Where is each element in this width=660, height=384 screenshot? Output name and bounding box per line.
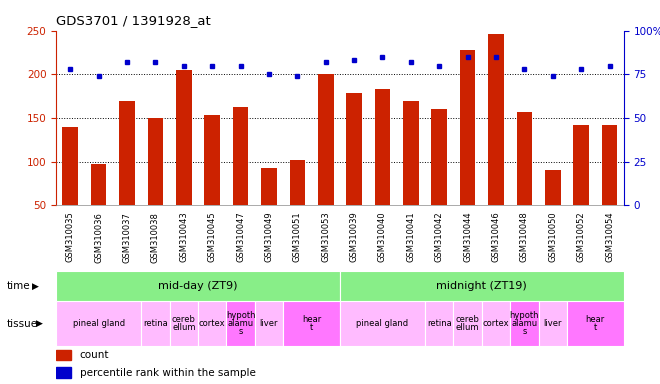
Bar <box>539 301 567 346</box>
Bar <box>233 107 248 205</box>
Bar <box>340 301 425 346</box>
Bar <box>56 301 141 346</box>
Bar <box>176 70 191 205</box>
Bar <box>283 301 340 346</box>
Bar <box>141 301 170 346</box>
Bar <box>205 116 220 205</box>
Text: hypoth
alamu
s: hypoth alamu s <box>510 311 539 336</box>
Bar <box>56 271 340 301</box>
Text: ▶: ▶ <box>32 281 38 291</box>
Text: time: time <box>7 281 30 291</box>
Bar <box>148 118 163 205</box>
Text: count: count <box>80 350 109 360</box>
Bar <box>488 34 504 205</box>
Text: liver: liver <box>543 319 562 328</box>
Bar <box>460 50 475 205</box>
Bar <box>56 350 71 360</box>
Text: hear
t: hear t <box>585 315 605 332</box>
Text: retina: retina <box>427 319 451 328</box>
Bar <box>517 112 532 205</box>
Bar <box>91 164 106 205</box>
Bar <box>510 301 539 346</box>
Text: ▶: ▶ <box>36 319 42 328</box>
Text: hypoth
alamu
s: hypoth alamu s <box>226 311 255 336</box>
Text: mid-day (ZT9): mid-day (ZT9) <box>158 281 238 291</box>
Text: pineal gland: pineal gland <box>73 319 125 328</box>
Text: tissue: tissue <box>7 318 38 329</box>
Bar <box>545 170 560 205</box>
Bar <box>318 74 333 205</box>
Bar <box>602 125 617 205</box>
Bar <box>403 101 418 205</box>
Text: percentile rank within the sample: percentile rank within the sample <box>80 367 255 377</box>
Text: cortex: cortex <box>199 319 226 328</box>
Bar <box>290 160 305 205</box>
Bar <box>453 301 482 346</box>
Bar <box>425 301 453 346</box>
Text: cortex: cortex <box>482 319 510 328</box>
Bar <box>482 301 510 346</box>
Text: retina: retina <box>143 319 168 328</box>
Text: cereb
ellum: cereb ellum <box>455 315 480 332</box>
Bar <box>119 101 135 205</box>
Text: liver: liver <box>259 319 279 328</box>
Bar <box>340 271 624 301</box>
Bar <box>375 89 390 205</box>
Text: pineal gland: pineal gland <box>356 319 409 328</box>
Text: GDS3701 / 1391928_at: GDS3701 / 1391928_at <box>56 14 211 27</box>
Bar <box>261 168 277 205</box>
Bar <box>170 301 198 346</box>
Bar <box>346 93 362 205</box>
Bar <box>567 301 624 346</box>
Bar <box>56 367 71 377</box>
Bar <box>198 301 226 346</box>
Text: midnight (ZT19): midnight (ZT19) <box>436 281 527 291</box>
Bar <box>63 127 78 205</box>
Text: hear
t: hear t <box>302 315 321 332</box>
Text: cereb
ellum: cereb ellum <box>172 315 196 332</box>
Bar <box>574 125 589 205</box>
Bar <box>226 301 255 346</box>
Bar <box>255 301 283 346</box>
Bar <box>432 109 447 205</box>
